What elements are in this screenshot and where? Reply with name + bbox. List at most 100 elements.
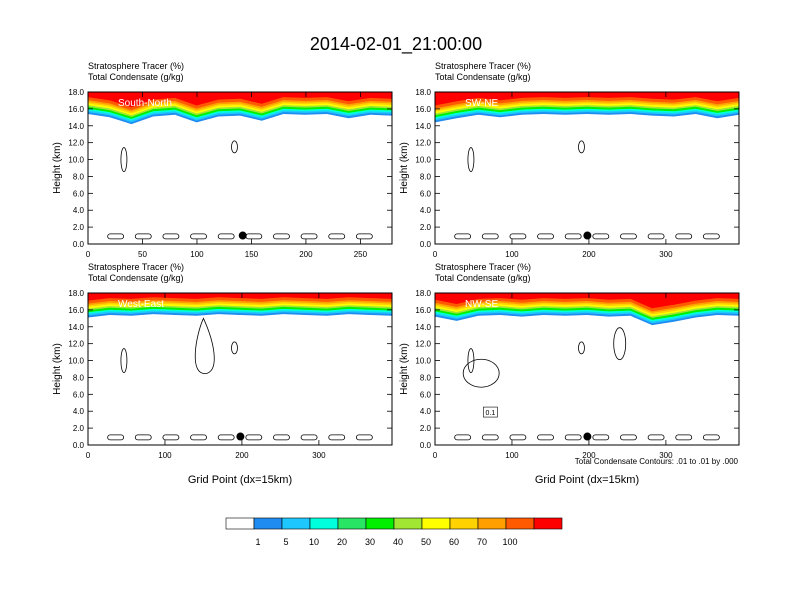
x-tick-label: 200 [582, 451, 596, 460]
plot-frame [434, 292, 740, 446]
y-tick-label: 12.0 [68, 340, 84, 349]
condensate-contour [245, 434, 263, 441]
x-axis-label: Grid Point (dx=15km) [188, 474, 292, 486]
panel-3: Stratosphere Tracer (%)Total Condensate … [52, 262, 393, 486]
x-tick-label: 100 [505, 451, 519, 460]
x-tick-label: 100 [158, 451, 172, 460]
y-tick-label: 12.0 [415, 340, 431, 349]
condensate-contour [328, 233, 346, 240]
colorbar-swatch [337, 517, 367, 530]
contour-label: 0.1 [486, 410, 496, 417]
x-tick-label: 50 [138, 250, 147, 259]
condensate-contour [120, 348, 128, 373]
condensate-contour [107, 233, 125, 240]
tracer-field [435, 92, 739, 240]
x-tick-label: 0 [86, 451, 91, 460]
condensate-contour [134, 434, 152, 441]
panel-header-tracer: Stratosphere Tracer (%) [435, 61, 531, 71]
condensate-contour [702, 434, 720, 441]
colorbar-label: 50 [421, 537, 431, 547]
colorbar-swatch [309, 517, 339, 530]
y-tick-label: 6.0 [73, 390, 85, 399]
y-tick-label: 10.0 [68, 357, 84, 366]
y-tick-label: 18.0 [415, 88, 431, 97]
y-tick-label: 4.0 [420, 407, 432, 416]
condensate-contour [675, 233, 693, 240]
x-tick-label: 100 [505, 250, 519, 259]
location-marker [583, 432, 592, 441]
colorbar-label: 5 [283, 537, 288, 547]
colorbar-label: 70 [477, 537, 487, 547]
condensate-contour [162, 434, 180, 441]
x-tick-label: 250 [354, 250, 368, 259]
colorbar-swatch [393, 517, 423, 530]
condensate-contour [537, 233, 554, 240]
panel-header-tracer: Stratosphere Tracer (%) [88, 262, 184, 272]
y-axis-label: Height (km) [399, 343, 410, 395]
y-tick-label: 2.0 [420, 223, 432, 232]
condensate-contour [702, 233, 720, 240]
panel-inset-label: SW-NE [465, 98, 498, 109]
condensate-contour [300, 434, 318, 441]
condensate-contour [328, 434, 346, 441]
tracer-field [88, 293, 392, 441]
plot-frame [87, 91, 393, 245]
condensate-contour [245, 233, 263, 240]
colorbar-swatch [477, 517, 507, 530]
tracer-top-strip [435, 92, 739, 95]
location-marker [236, 432, 245, 441]
y-tick-label: 6.0 [73, 189, 85, 198]
colorbar-swatch [421, 517, 451, 530]
condensate-contour [509, 233, 527, 240]
y-tick-label: 0.0 [73, 240, 85, 249]
condensate-contour [592, 233, 610, 240]
panel-header-condensate: Total Condensate (g/kg) [435, 273, 531, 283]
condensate-contour [481, 434, 499, 441]
colorbar: 1 5 10 20 30 40 50 60 70 100 [225, 517, 563, 547]
y-tick-label: 14.0 [415, 323, 431, 332]
y-tick-label: 2.0 [73, 424, 85, 433]
condensate-contour [454, 233, 472, 240]
condensate-contour [578, 341, 585, 355]
contour-label-box [483, 406, 498, 418]
condensate-contour [300, 233, 318, 240]
x-tick-label: 0 [433, 250, 438, 259]
colorbar-label: 100 [502, 537, 517, 547]
condensate-contour [107, 434, 125, 441]
condensate-contour [194, 317, 215, 374]
x-tick-label: 100 [190, 250, 204, 259]
condensate-contour [481, 233, 499, 240]
y-tick-label: 0.0 [73, 441, 85, 450]
y-tick-label: 8.0 [420, 172, 432, 181]
panels: Stratosphere Tracer (%)Total Condensate … [52, 61, 740, 486]
condensate-contour [613, 327, 627, 361]
y-tick-label: 16.0 [68, 306, 84, 315]
y-tick-label: 18.0 [415, 289, 431, 298]
figure-title: 2014-02-01_21:00:00 [310, 34, 482, 55]
condensate-contour [231, 341, 238, 355]
location-marker [583, 231, 592, 240]
tracer-field [88, 92, 392, 240]
tracer-band-10 [435, 92, 739, 106]
y-tick-label: 16.0 [415, 105, 431, 114]
panel-inset-label: NW-SE [465, 299, 498, 310]
x-tick-label: 300 [659, 451, 673, 460]
y-tick-label: 8.0 [420, 373, 432, 382]
panel-header-condensate: Total Condensate (g/kg) [88, 273, 184, 283]
y-tick-label: 6.0 [420, 390, 432, 399]
panel-header-tracer: Stratosphere Tracer (%) [435, 262, 531, 272]
panel-1: Stratosphere Tracer (%)Total Condensate … [52, 61, 393, 259]
colorbar-swatch [449, 517, 479, 530]
panel-header-tracer: Stratosphere Tracer (%) [88, 61, 184, 71]
tracer-band-10 [88, 92, 392, 108]
condensate-contour [675, 434, 693, 441]
colorbar-label: 60 [449, 537, 459, 547]
condensate-contour [134, 233, 152, 240]
panel-inset-label: West-East [118, 299, 164, 310]
condensate-contour [564, 434, 582, 441]
y-tick-label: 4.0 [420, 206, 432, 215]
colorbar-label: 40 [393, 537, 403, 547]
y-tick-label: 0.0 [420, 441, 432, 450]
x-tick-label: 300 [312, 451, 326, 460]
